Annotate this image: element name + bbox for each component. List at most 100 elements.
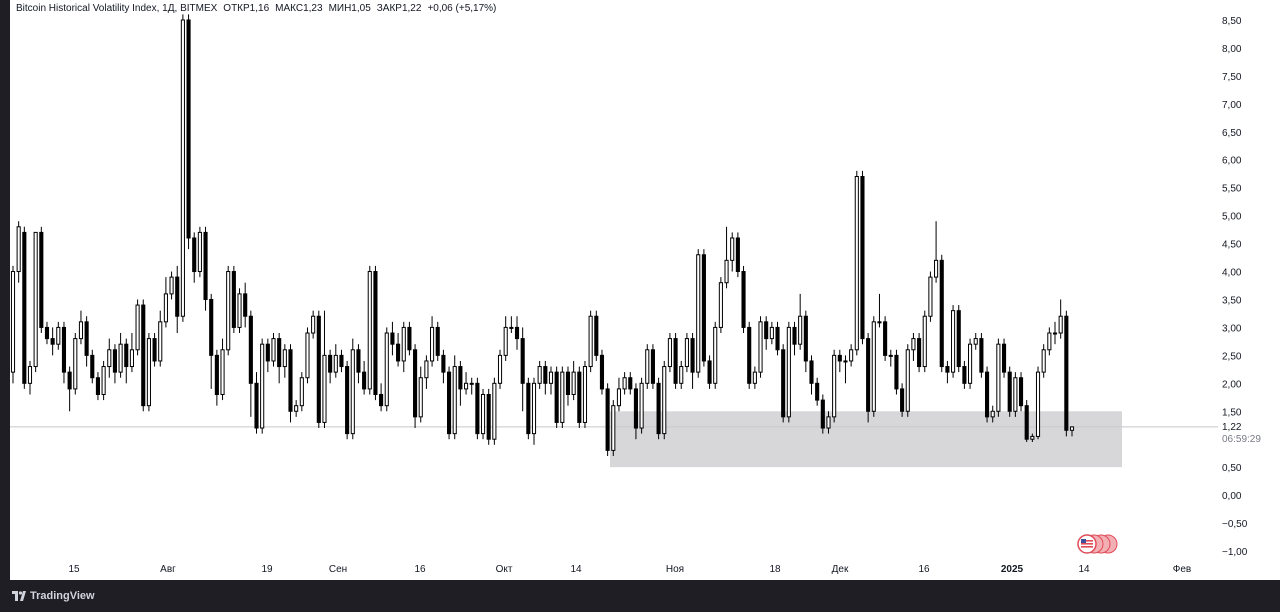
series-legend[interactable]: Bitcoin Historical Volatility Index, 1Д,… [16,3,502,14]
candle [883,316,888,361]
candle-body [1013,377,1018,412]
candle-body [888,354,893,357]
candle-body [282,349,287,368]
candle [628,372,633,395]
candle [1058,299,1063,339]
candle [112,344,117,384]
candle-body [84,321,89,356]
candle-body [192,237,197,273]
candle-body [605,388,610,451]
candle [180,14,185,322]
y-tick-label: 3,50 [1222,295,1242,306]
candle [662,360,667,440]
candle-body [792,326,797,345]
candle-body [497,354,503,384]
candle [650,344,655,389]
candle [996,338,1001,417]
candle [962,360,967,389]
legend-low: МИН1,05 [328,3,371,14]
candle-body [594,315,599,356]
candle [888,349,893,367]
candle [197,226,202,278]
candle [277,333,282,384]
candle-body [951,310,956,373]
candle [673,333,678,389]
candle-body [1018,377,1024,407]
us-flag-icon[interactable] [1077,534,1118,554]
candle [667,333,672,373]
series-title[interactable]: Bitcoin Historical Volatility Index, 1Д,… [16,3,218,14]
candle-body [577,371,582,423]
candle-body [277,338,282,368]
candle-body [582,366,588,423]
candle-body [469,382,474,385]
last-price-label: 1,22 06:59:29 [1222,422,1261,445]
tradingview-logo[interactable]: TradingView [12,590,95,602]
candle [503,316,508,361]
candle-body [1058,315,1063,334]
chart-pane[interactable]: 8,50 8,00 7,50 7,00 6,50 6,00 5,50 5,00 4,50 4,00… [10,0,1280,580]
time-axis[interactable]: 15 Авг 19 Сен 16 Окт 14 Ноя 18 Дек 16 2025 14 Фев [68,564,1191,575]
x-tick-label: Окт [496,564,513,575]
candle-body [798,315,803,345]
candle-body [735,237,740,273]
candle [16,221,21,283]
candle [798,293,803,350]
candle-body [180,19,185,317]
highlight-zone [610,411,1122,468]
candle [543,360,548,395]
y-tick-label: −0,50 [1222,519,1248,530]
candle [792,321,797,356]
candle-body [639,382,644,429]
candlestick-chart[interactable]: 8,50 8,00 7,50 7,00 6,50 6,00 5,50 5,00 4,50 4,00… [10,0,1280,580]
candle [877,293,882,328]
candle [254,372,259,434]
candle-body [786,326,791,418]
candle [645,344,650,389]
candle-body [934,259,939,278]
candle [707,355,712,389]
candle [282,344,287,378]
candle [379,383,384,412]
candle [968,338,973,389]
candle-body [1035,371,1041,437]
candle-body [452,366,457,435]
candle-body [509,326,514,329]
legend-change: +0,06 (+5,17%) [427,3,497,14]
candle-body [243,293,248,317]
candle [758,316,763,378]
candle-body [27,366,33,384]
candle [175,265,180,334]
candle [531,377,537,445]
candle-body [764,321,769,340]
candle [407,321,412,356]
candle [203,226,208,311]
candle [1047,327,1052,356]
candle [713,321,718,389]
candle [129,333,134,373]
candle-body [667,338,672,368]
candle-body [866,338,871,412]
candle-body [463,382,469,390]
candle-body [803,315,808,362]
candle-body [962,366,967,384]
candle-body [928,276,933,317]
price-axis[interactable]: 8,50 8,00 7,50 7,00 6,50 6,00 5,50 5,00 4,50 4,00… [1222,16,1248,558]
candle-body [90,354,95,379]
candle [356,344,361,384]
candle-body [22,231,27,384]
candle [475,377,480,440]
candle [67,366,72,412]
candle [299,372,304,412]
candle [973,333,978,350]
candle-body [843,360,848,363]
candle [588,310,593,373]
candle [565,366,571,406]
candle-body [809,360,814,384]
candle [135,299,140,356]
candle-body [362,371,367,390]
candle-body [441,354,446,373]
candle-body [820,399,825,429]
candle [514,316,520,350]
candle-body [294,405,299,412]
